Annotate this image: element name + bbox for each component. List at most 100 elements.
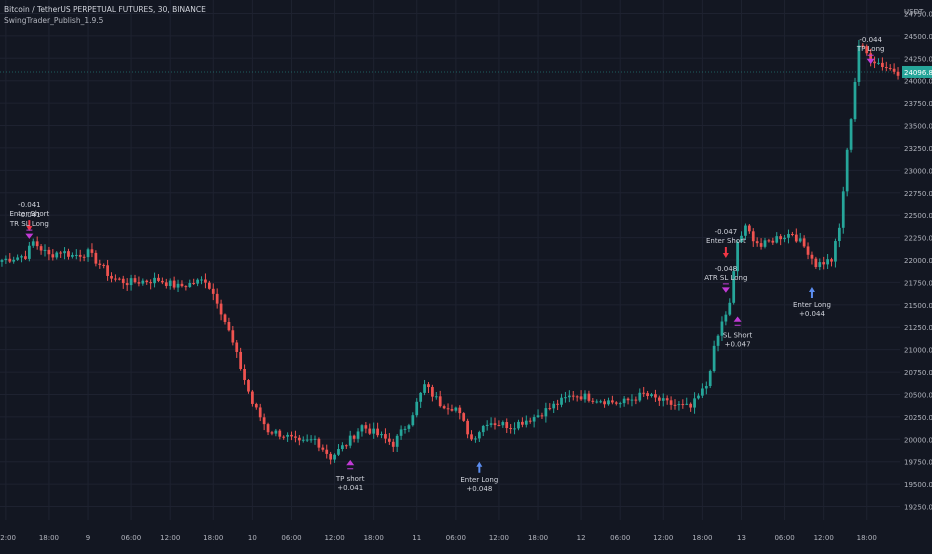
candle-body bbox=[474, 438, 477, 440]
candle-body bbox=[297, 437, 301, 441]
candle-body bbox=[368, 428, 372, 434]
candle bbox=[227, 317, 231, 332]
currency-label: USDT bbox=[904, 8, 924, 16]
candle-body bbox=[704, 385, 708, 389]
candle bbox=[317, 437, 321, 452]
signal-long_entry: Enter Long+0.044 bbox=[793, 286, 831, 318]
candle-body bbox=[450, 409, 454, 411]
candle-body bbox=[184, 286, 188, 288]
candle-body bbox=[611, 400, 614, 403]
candle bbox=[681, 399, 685, 409]
candle-body bbox=[278, 430, 282, 437]
candle-body bbox=[102, 264, 106, 266]
candle bbox=[732, 266, 736, 305]
candle-body bbox=[344, 445, 348, 447]
candle bbox=[356, 428, 360, 443]
candle bbox=[603, 398, 606, 408]
signal-label: SL Short bbox=[723, 331, 753, 339]
candle bbox=[497, 420, 501, 427]
current-price-box bbox=[902, 65, 932, 78]
grid-layer bbox=[0, 0, 900, 520]
candle bbox=[505, 418, 509, 434]
candle bbox=[763, 237, 767, 249]
candle-body bbox=[235, 342, 239, 352]
candle bbox=[552, 401, 556, 414]
candle bbox=[701, 383, 704, 399]
candle bbox=[157, 274, 160, 283]
candle-body bbox=[254, 403, 258, 408]
candle-body bbox=[528, 420, 532, 422]
y-tick-label: 24500.0 bbox=[904, 33, 932, 41]
candle bbox=[391, 438, 395, 452]
candle bbox=[591, 398, 595, 404]
candle bbox=[685, 397, 689, 406]
candle-body bbox=[791, 234, 794, 236]
candle-body bbox=[59, 252, 63, 254]
candle bbox=[736, 240, 739, 277]
candle bbox=[251, 389, 254, 407]
candle bbox=[822, 256, 826, 270]
candle bbox=[611, 395, 614, 405]
candle bbox=[180, 280, 184, 288]
candle bbox=[137, 276, 141, 287]
candle-body bbox=[716, 335, 720, 346]
candle-body bbox=[736, 242, 739, 272]
candle bbox=[153, 272, 156, 288]
candle-body bbox=[673, 404, 677, 406]
candle-body bbox=[834, 241, 837, 262]
candle bbox=[27, 241, 31, 262]
candle bbox=[297, 434, 301, 446]
candle bbox=[892, 63, 896, 75]
signal-label: Enter Long bbox=[460, 476, 498, 484]
x-tick-label: 06:00 bbox=[121, 534, 141, 542]
candle-body bbox=[223, 314, 227, 322]
y-tick-label: 23250.0 bbox=[904, 145, 932, 153]
candle bbox=[599, 399, 603, 404]
y-tick-label: 22500.0 bbox=[904, 212, 932, 220]
candle-body bbox=[67, 251, 70, 257]
symbol-title[interactable]: Bitcoin / TetherUS PERPETUAL FUTURES, 30… bbox=[4, 5, 206, 14]
candle bbox=[35, 236, 39, 250]
candle-body bbox=[51, 254, 55, 258]
candle-body bbox=[129, 278, 133, 286]
x-tick-label: 12:00 bbox=[324, 534, 344, 542]
candle bbox=[59, 250, 63, 258]
candle bbox=[661, 393, 665, 407]
candle-body bbox=[352, 435, 356, 439]
candle bbox=[720, 316, 724, 341]
candle bbox=[575, 395, 579, 402]
candle bbox=[55, 251, 59, 260]
candle bbox=[669, 396, 673, 410]
candle-body bbox=[251, 391, 254, 404]
candle-body bbox=[387, 438, 391, 442]
candle bbox=[740, 231, 743, 243]
candle-body bbox=[211, 288, 215, 294]
time-axis[interactable]: 12:00 18:00 9 06:00 12:00 18:00 10 06:00 12:00 18… bbox=[0, 534, 877, 542]
candle-body bbox=[481, 425, 485, 433]
candle bbox=[149, 279, 153, 290]
candle-body bbox=[43, 249, 47, 251]
candle bbox=[141, 278, 145, 286]
candle-body bbox=[391, 441, 395, 447]
candle-body bbox=[830, 259, 833, 262]
candles-layer bbox=[0, 39, 900, 465]
candle bbox=[802, 235, 806, 248]
indicator-title[interactable]: SwingTrader_Publish_1.9.5 bbox=[4, 16, 104, 25]
candle bbox=[78, 249, 82, 262]
candle bbox=[24, 250, 27, 260]
candle-body bbox=[779, 236, 783, 240]
price-axis[interactable]: 24750.0 24500.0 24250.0 24000.0 23750.0 23500… bbox=[902, 10, 932, 512]
x-tick-label: 12 bbox=[577, 534, 586, 542]
candle-body bbox=[419, 392, 423, 402]
candle-body bbox=[775, 236, 779, 243]
x-tick-label: 9 bbox=[86, 534, 90, 542]
candle-body bbox=[4, 258, 8, 261]
candle bbox=[395, 434, 399, 452]
candle-body bbox=[650, 394, 653, 396]
candle-body bbox=[266, 424, 270, 433]
candle bbox=[20, 254, 23, 263]
candle bbox=[352, 434, 356, 443]
candle bbox=[595, 399, 599, 404]
